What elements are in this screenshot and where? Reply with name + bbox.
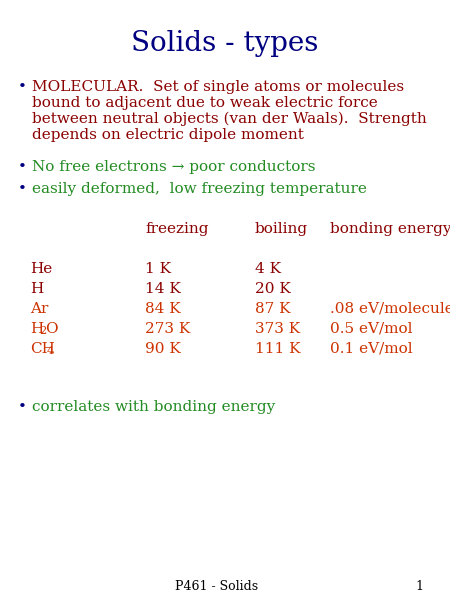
Text: 2: 2 — [39, 326, 46, 336]
Text: CH: CH — [30, 342, 55, 356]
Text: boiling: boiling — [255, 222, 308, 236]
Text: 1: 1 — [415, 580, 423, 593]
Text: 1 K: 1 K — [145, 262, 171, 276]
Text: easily deformed,  low freezing temperature: easily deformed, low freezing temperatur… — [32, 182, 367, 196]
Text: between neutral objects (van der Waals).  Strength: between neutral objects (van der Waals).… — [32, 112, 427, 127]
Text: He: He — [30, 262, 52, 276]
Text: O: O — [45, 322, 58, 336]
Text: bound to adjacent due to weak electric force: bound to adjacent due to weak electric f… — [32, 96, 378, 110]
Text: •: • — [18, 80, 27, 94]
Text: 4 K: 4 K — [255, 262, 281, 276]
Text: MOLECULAR.  Set of single atoms or molecules: MOLECULAR. Set of single atoms or molecu… — [32, 80, 404, 94]
Text: freezing: freezing — [145, 222, 208, 236]
Text: 273 K: 273 K — [145, 322, 190, 336]
Text: 87 K: 87 K — [255, 302, 291, 316]
Text: No free electrons → poor conductors: No free electrons → poor conductors — [32, 160, 315, 174]
Text: Ar: Ar — [30, 302, 49, 316]
Text: 4: 4 — [47, 346, 54, 356]
Text: 84 K: 84 K — [145, 302, 180, 316]
Text: •: • — [18, 182, 27, 196]
Text: correlates with bonding energy: correlates with bonding energy — [32, 400, 275, 414]
Text: 14 K: 14 K — [145, 282, 181, 296]
Text: Solids - types: Solids - types — [131, 30, 319, 57]
Text: depends on electric dipole moment: depends on electric dipole moment — [32, 128, 304, 142]
Text: •: • — [18, 160, 27, 174]
Text: .08 eV/molecule: .08 eV/molecule — [330, 302, 450, 316]
Text: bonding energy: bonding energy — [330, 222, 450, 236]
Text: H: H — [30, 322, 43, 336]
Text: •: • — [18, 400, 27, 414]
Text: P461 - Solids: P461 - Solids — [175, 580, 258, 593]
Text: 20 K: 20 K — [255, 282, 291, 296]
Text: 0.1 eV/mol: 0.1 eV/mol — [330, 342, 413, 356]
Text: 0.5 eV/mol: 0.5 eV/mol — [330, 322, 413, 336]
Text: 111 K: 111 K — [255, 342, 301, 356]
Text: 90 K: 90 K — [145, 342, 181, 356]
Text: 373 K: 373 K — [255, 322, 300, 336]
Text: H: H — [30, 282, 43, 296]
